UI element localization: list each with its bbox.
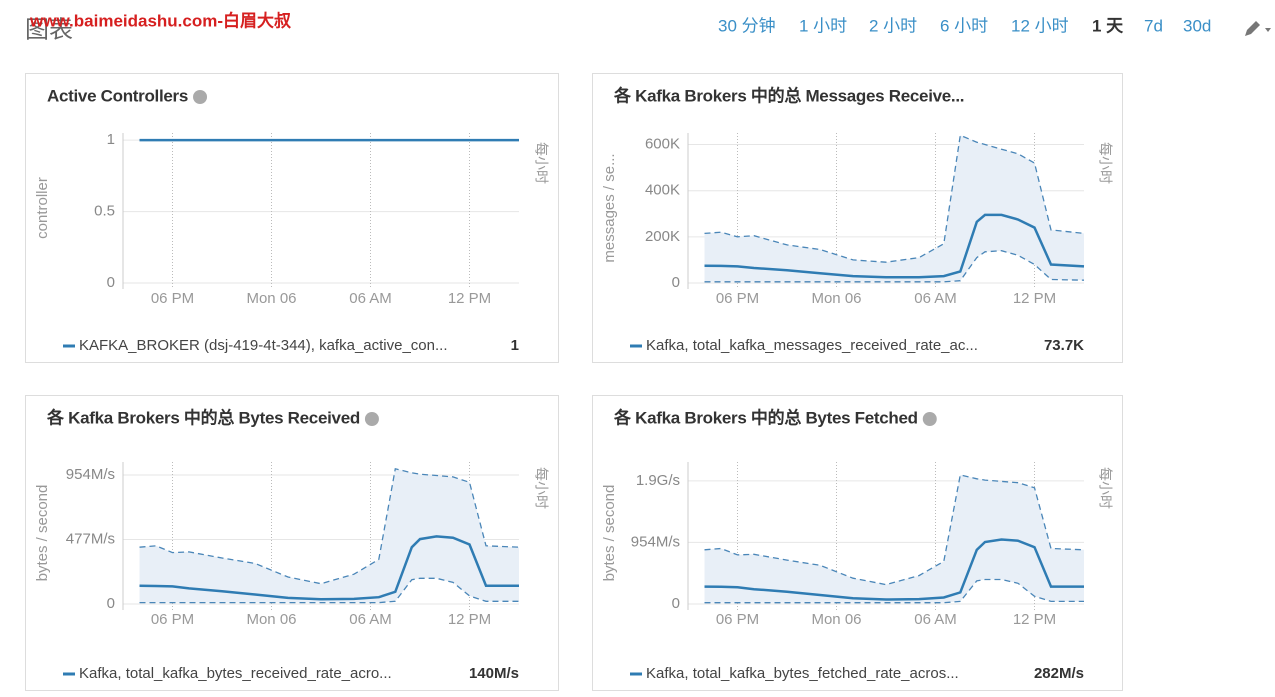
legend-value: 282M/s	[1034, 665, 1084, 682]
x-tick-label: Mon 06	[246, 611, 296, 628]
legend-value: 73.7K	[1044, 337, 1084, 354]
y-tick-label: 400K	[645, 182, 680, 199]
chart-title[interactable]: Active Controllers	[47, 86, 188, 105]
confidence-band	[704, 474, 1084, 603]
chart-panel: 各 Kafka Brokers 中的总 Bytes Received bytes …	[25, 395, 559, 691]
confidence-band	[139, 468, 519, 603]
right-axis-label: 每小时	[533, 467, 549, 509]
y-tick-label: 0	[107, 595, 115, 612]
x-tick-label: Mon 06	[811, 611, 861, 628]
watermark: www.baimeidashu.com-白眉大叔	[29, 10, 292, 30]
x-tick-label: 12 PM	[448, 611, 491, 628]
dropdown-caret	[1265, 28, 1271, 32]
time-range-button[interactable]: 1 小时	[799, 16, 847, 35]
right-axis-label: 每小时	[533, 142, 549, 184]
x-tick-label: 06 AM	[914, 611, 957, 628]
x-tick-label: 06 AM	[349, 611, 392, 628]
y-tick-label: 600K	[645, 136, 680, 153]
x-tick-label: 06 PM	[716, 611, 759, 628]
y-axis-label: messages / se...	[601, 153, 618, 262]
chart-panel: 各 Kafka Brokers 中的总 Bytes Fetched bytes /…	[592, 395, 1123, 691]
x-tick-label: 12 PM	[1013, 611, 1056, 628]
x-tick-label: 06 PM	[716, 290, 759, 307]
y-tick-label: 1	[107, 131, 115, 148]
right-axis-label: 每小时	[1097, 142, 1113, 184]
legend-label[interactable]: KAFKA_BROKER (dsj-419-4t-344), kafka_act…	[79, 337, 448, 354]
help-icon[interactable]	[364, 412, 379, 426]
time-range-button[interactable]: 7d	[1144, 16, 1163, 35]
confidence-band	[704, 135, 1084, 282]
x-tick-label: 06 PM	[151, 290, 194, 307]
y-tick-label: 200K	[645, 228, 680, 245]
chart-title[interactable]: 各 Kafka Brokers 中的总 Messages Receive...	[613, 85, 965, 105]
pencil	[1245, 21, 1260, 36]
lower-bound	[704, 250, 1085, 283]
legend-value: 140M/s	[469, 665, 519, 682]
time-range-button[interactable]: 2 小时	[869, 16, 917, 35]
page-title: 图表	[25, 16, 73, 43]
upper-bound	[704, 134, 1085, 263]
y-axis-label: bytes / second	[601, 485, 618, 582]
upper-bound	[704, 474, 1085, 586]
x-tick-label: 06 AM	[914, 290, 957, 307]
x-tick-label: 12 PM	[448, 290, 491, 307]
time-range-button[interactable]: 6 小时	[940, 16, 988, 35]
y-tick-label: 1.9G/s	[636, 472, 680, 489]
chart-title[interactable]: 各 Kafka Brokers 中的总 Bytes Fetched	[613, 407, 918, 427]
time-range-button[interactable]: 30d	[1183, 16, 1211, 35]
legend-label[interactable]: Kafka, total_kafka_messages_received_rat…	[646, 337, 978, 354]
series-line	[704, 213, 1085, 279]
time-range-button[interactable]: 1 天	[1092, 16, 1124, 35]
right-axis-label: 每小时	[1097, 467, 1113, 509]
upper-bound	[139, 468, 520, 585]
edit-icon[interactable]	[1245, 21, 1271, 36]
y-tick-label: 0.5	[94, 203, 115, 220]
help-icon[interactable]	[193, 90, 208, 104]
x-tick-label: 06 AM	[349, 290, 392, 307]
y-axis-label: bytes / second	[34, 485, 51, 582]
y-tick-label: 0	[107, 274, 115, 291]
chart-title[interactable]: 各 Kafka Brokers 中的总 Bytes Received	[46, 407, 360, 427]
chart-panel: Active Controllers controller 每小时 0 0.5 1 06 P…	[25, 73, 559, 363]
x-tick-label: 06 PM	[151, 611, 194, 628]
chart-panel: 各 Kafka Brokers 中的总 Messages Receive... m…	[592, 73, 1123, 363]
y-tick-label: 954M/s	[66, 466, 115, 483]
time-range-button[interactable]: 12 小时	[1011, 16, 1069, 35]
series-line	[704, 538, 1084, 601]
series-line	[139, 535, 519, 601]
y-tick-label: 0	[672, 274, 680, 291]
time-range-button[interactable]: 30 分钟	[718, 16, 776, 35]
x-tick-label: 12 PM	[1013, 290, 1056, 307]
x-tick-label: Mon 06	[246, 290, 296, 307]
help-icon[interactable]	[922, 412, 937, 426]
legend-label[interactable]: Kafka, total_kafka_bytes_fetched_rate_ac…	[646, 665, 959, 682]
x-tick-label: Mon 06	[811, 290, 861, 307]
y-tick-label: 477M/s	[66, 530, 115, 547]
y-tick-label: 954M/s	[631, 533, 680, 550]
y-axis-label: controller	[34, 177, 51, 239]
legend-value: 1	[511, 337, 519, 354]
legend-label[interactable]: Kafka, total_kafka_bytes_received_rate_a…	[79, 665, 392, 682]
y-tick-label: 0	[672, 595, 680, 612]
